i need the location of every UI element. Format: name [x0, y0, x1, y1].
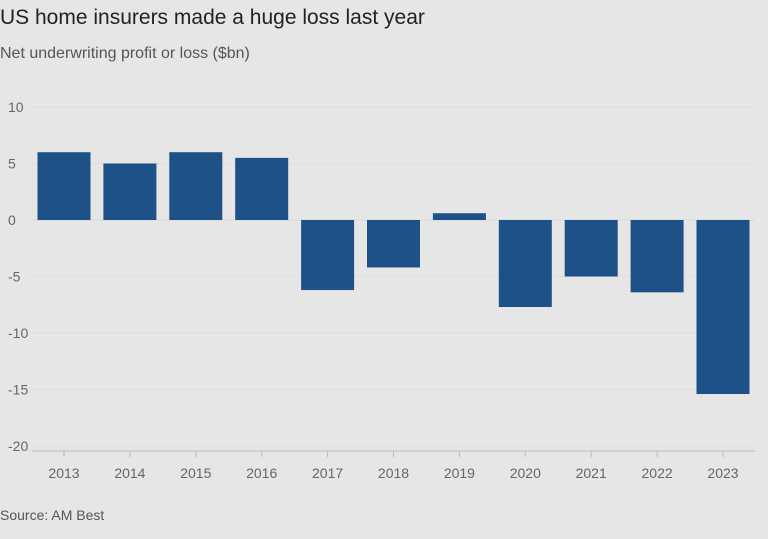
y-tick-label: -5	[8, 269, 21, 285]
bar-2020	[498, 220, 552, 308]
bar-2019	[432, 213, 486, 220]
bar-2017	[301, 220, 355, 291]
x-tick-label: 2023	[707, 465, 738, 481]
y-tick-label: 0	[8, 212, 16, 228]
bar-2021	[564, 220, 618, 277]
chart-title: US home insurers made a huge loss last y…	[0, 6, 425, 29]
y-tick-label: 10	[8, 99, 24, 115]
x-tick-label: 2022	[642, 465, 673, 481]
y-tick-label: -15	[8, 382, 28, 398]
x-tick-label: 2014	[114, 465, 145, 481]
y-tick-label: -10	[8, 325, 28, 341]
bar-2016	[235, 157, 289, 220]
x-tick-label: 2016	[246, 465, 277, 481]
source-note: Source: AM Best	[0, 507, 105, 523]
y-tick-label: 5	[8, 156, 16, 172]
x-tick-label: 2019	[444, 465, 475, 481]
bar-2015	[169, 152, 223, 220]
bar-2014	[103, 163, 157, 220]
y-tick-label: -20	[8, 438, 28, 454]
bar-2018	[367, 220, 420, 268]
x-tick-label: 2021	[576, 465, 607, 481]
chart-subtitle: Net underwriting profit or loss ($bn)	[0, 45, 250, 62]
bar-2022	[630, 220, 684, 293]
x-tick-label: 2013	[48, 465, 79, 481]
x-tick-label: 2020	[510, 465, 541, 481]
bar-2013	[37, 152, 91, 220]
x-tick-label: 2015	[180, 465, 211, 481]
x-tick-label: 2017	[312, 465, 343, 481]
x-tick-label: 2018	[378, 465, 409, 481]
bar-2023	[696, 220, 750, 395]
